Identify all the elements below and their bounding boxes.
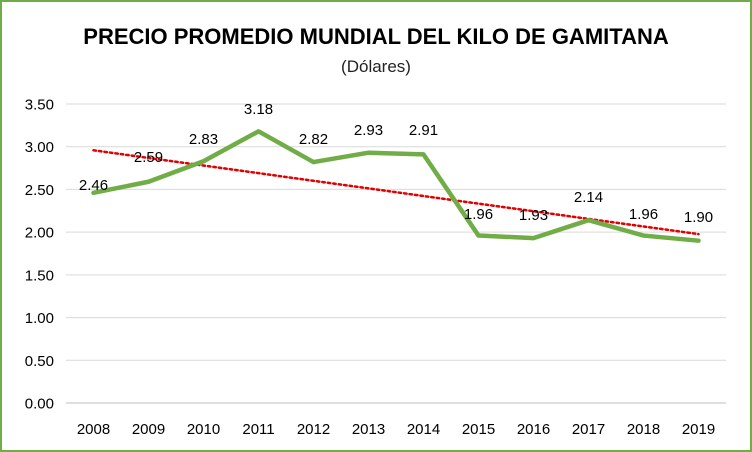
data-label: 2.91 xyxy=(409,122,438,139)
y-tick-label: 2.00 xyxy=(25,225,54,242)
x-tick-label: 2013 xyxy=(352,421,385,438)
y-tick-label: 3.50 xyxy=(25,97,54,114)
x-tick-label: 2009 xyxy=(132,421,165,438)
data-point xyxy=(421,152,426,157)
data-label: 1.96 xyxy=(629,206,658,223)
y-tick-label: 1.50 xyxy=(25,267,54,284)
data-point xyxy=(641,233,646,238)
x-tick-label: 2016 xyxy=(517,421,550,438)
series-line xyxy=(91,129,701,243)
y-tick-label: 1.00 xyxy=(25,310,54,327)
data-point xyxy=(366,150,371,155)
data-label: 2.93 xyxy=(354,122,383,139)
y-tick-label: 0.00 xyxy=(25,396,54,413)
data-label: 1.90 xyxy=(684,209,713,226)
x-tick-label: 2014 xyxy=(407,421,440,438)
x-tick-label: 2010 xyxy=(187,421,220,438)
data-point xyxy=(476,233,481,238)
x-tick-label: 2018 xyxy=(627,421,660,438)
data-label: 2.46 xyxy=(79,177,108,194)
x-tick-label: 2019 xyxy=(682,421,715,438)
y-tick-label: 3.00 xyxy=(25,139,54,156)
x-tick-label: 2012 xyxy=(297,421,330,438)
y-tick-label: 2.50 xyxy=(25,182,54,199)
x-tick-label: 2017 xyxy=(572,421,605,438)
y-tick-label: 0.50 xyxy=(25,353,54,370)
data-point xyxy=(91,190,96,195)
data-point xyxy=(586,218,591,223)
data-label: 2.14 xyxy=(574,189,603,206)
x-tick-label: 2008 xyxy=(77,421,110,438)
data-point xyxy=(256,129,261,134)
data-point xyxy=(531,236,536,241)
x-tick-label: 2015 xyxy=(462,421,495,438)
data-label: 3.18 xyxy=(244,101,273,118)
data-point xyxy=(696,238,701,243)
chart-title: PRECIO PROMEDIO MUNDIAL DEL KILO DE GAMI… xyxy=(83,24,669,49)
data-label: 1.93 xyxy=(519,207,548,224)
data-label: 2.59 xyxy=(134,149,163,166)
data-point xyxy=(146,179,151,184)
data-label: 2.83 xyxy=(189,131,218,148)
data-label: 2.82 xyxy=(299,131,328,148)
trendline xyxy=(92,149,700,236)
chart-subtitle: (Dólares) xyxy=(341,57,411,76)
data-point xyxy=(311,160,316,165)
x-tick-label: 2011 xyxy=(242,421,274,438)
data-point xyxy=(201,159,206,164)
data-label: 1.96 xyxy=(464,206,493,223)
